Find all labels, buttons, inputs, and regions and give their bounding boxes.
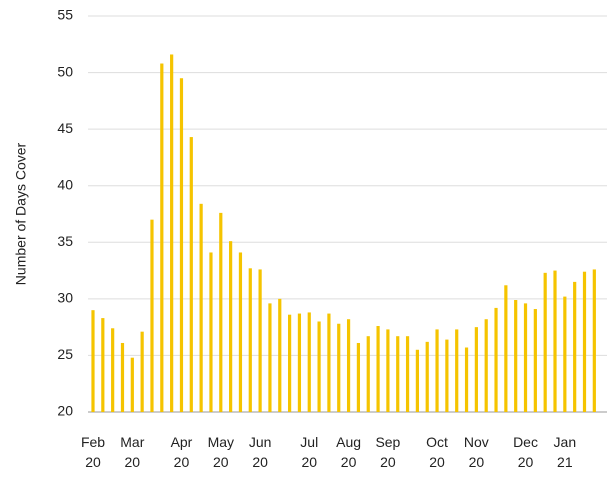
bar xyxy=(366,336,370,412)
bar xyxy=(219,212,223,412)
bar xyxy=(150,219,154,412)
bar xyxy=(514,299,518,412)
bar xyxy=(415,349,419,412)
bar xyxy=(268,303,272,412)
bar xyxy=(278,298,282,412)
bar xyxy=(209,252,213,412)
y-tick-label: 35 xyxy=(57,233,73,249)
y-tick-label: 45 xyxy=(57,120,73,136)
x-tick-label: May 20 xyxy=(208,434,234,470)
y-tick-label: 40 xyxy=(57,176,73,192)
bar xyxy=(582,271,587,412)
y-tick-label: 25 xyxy=(57,346,73,362)
bar xyxy=(523,303,528,412)
x-tick-label: Dec 20 xyxy=(513,434,538,470)
x-tick-label: Oct 20 xyxy=(426,434,448,470)
bar xyxy=(455,329,459,412)
bar xyxy=(386,329,390,412)
bar xyxy=(464,347,469,412)
bar xyxy=(170,54,174,413)
bar xyxy=(130,357,134,412)
y-tick-label: 20 xyxy=(57,403,73,419)
bar xyxy=(445,339,449,412)
bar xyxy=(140,331,144,412)
y-tick-label: 30 xyxy=(57,290,73,306)
bar xyxy=(307,312,311,412)
bar xyxy=(189,137,193,412)
bar xyxy=(484,319,488,412)
bar xyxy=(504,285,508,412)
bar xyxy=(543,272,547,412)
bar xyxy=(120,342,125,412)
x-tick-label: Jan 21 xyxy=(554,434,577,470)
bar xyxy=(494,307,498,412)
bar xyxy=(435,329,439,412)
bar xyxy=(474,327,478,412)
x-tick-label: Feb 20 xyxy=(81,434,105,470)
y-tick-label: 55 xyxy=(57,7,73,23)
x-tick-label: Nov 20 xyxy=(464,434,489,470)
x-tick-label: Jul 20 xyxy=(300,434,318,470)
bar xyxy=(111,328,115,412)
bar xyxy=(258,269,262,412)
bar xyxy=(553,270,557,412)
bar xyxy=(317,321,321,412)
bar xyxy=(327,313,331,412)
bar xyxy=(288,314,292,412)
x-tick-label: Apr 20 xyxy=(171,434,193,470)
bar xyxy=(229,241,233,412)
x-tick-label: Jun 20 xyxy=(249,434,272,470)
bar xyxy=(405,336,410,412)
bar xyxy=(573,281,577,412)
x-tick-label: Sep 20 xyxy=(375,434,400,470)
y-axis-label: Number of Days Cover xyxy=(13,142,29,285)
bar xyxy=(91,310,95,412)
y-tick-label: 50 xyxy=(57,63,73,79)
bar xyxy=(592,269,596,412)
bar xyxy=(346,319,351,412)
bar xyxy=(238,252,243,412)
bar xyxy=(376,326,380,412)
bar xyxy=(179,78,184,412)
x-tick-label: Aug 20 xyxy=(336,434,361,470)
bar xyxy=(297,313,302,412)
bar xyxy=(101,318,105,412)
bar xyxy=(425,341,429,412)
bar xyxy=(160,63,164,413)
bar xyxy=(199,203,203,412)
bar xyxy=(563,296,567,412)
bar xyxy=(356,342,361,412)
bar xyxy=(248,268,252,412)
bar xyxy=(396,336,400,412)
bar xyxy=(533,309,537,412)
bar xyxy=(337,323,341,412)
x-tick-label: Mar 20 xyxy=(120,434,144,470)
